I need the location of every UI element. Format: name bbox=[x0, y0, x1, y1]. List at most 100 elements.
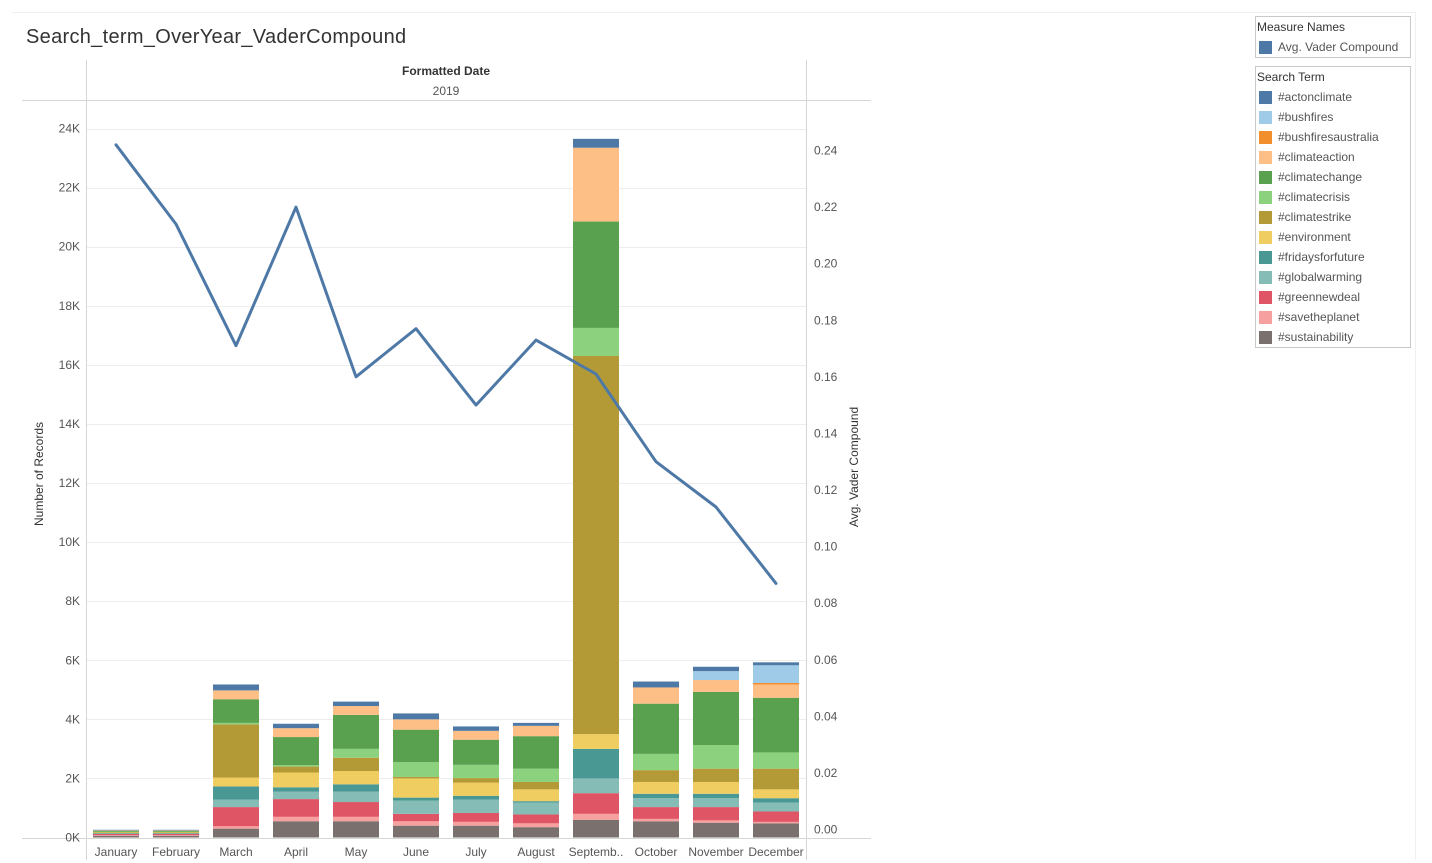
bar-segment bbox=[153, 835, 199, 836]
bar-segment bbox=[93, 831, 139, 833]
bar-segment bbox=[393, 776, 439, 779]
y2-tick-label: 0.06 bbox=[814, 653, 838, 667]
y-tick-label: 14K bbox=[59, 417, 80, 431]
y2-tick-label: 0.14 bbox=[814, 426, 838, 440]
bar-segment bbox=[393, 825, 439, 838]
bar-segment bbox=[453, 778, 499, 783]
bar-segment bbox=[273, 791, 319, 800]
bar-segment bbox=[213, 777, 259, 787]
bar-segment bbox=[513, 814, 559, 824]
bar-segment bbox=[573, 221, 619, 328]
legend-label: #greennewdeal bbox=[1278, 290, 1361, 304]
bar-segment bbox=[633, 818, 679, 822]
bar-segment bbox=[513, 789, 559, 802]
bar-segment bbox=[693, 807, 739, 821]
bar-segment bbox=[273, 787, 319, 792]
bar-segment bbox=[333, 771, 379, 785]
bar-segment bbox=[393, 821, 439, 826]
bar-segment bbox=[693, 666, 739, 672]
search-term-legend-item[interactable]: #sustainability bbox=[1256, 327, 1410, 347]
y-tick-label: 16K bbox=[59, 358, 80, 372]
bar-segment bbox=[153, 833, 199, 834]
bar-segment bbox=[453, 726, 499, 731]
search-term-legend-item[interactable]: #actonclimate bbox=[1256, 87, 1410, 107]
bar-segment bbox=[633, 703, 679, 754]
measure-legend-item[interactable]: Avg. Vader Compound bbox=[1256, 37, 1410, 57]
bar-segment bbox=[693, 822, 739, 838]
bar-segment bbox=[753, 823, 799, 838]
search-term-legend-item[interactable]: #bushfiresaustralia bbox=[1256, 127, 1410, 147]
legend-label: #climateaction bbox=[1278, 150, 1355, 164]
y2-tick-label: 0.16 bbox=[814, 370, 838, 384]
header-label: Formatted Date bbox=[402, 64, 490, 78]
bar-segment bbox=[753, 798, 799, 803]
bar-segment bbox=[753, 682, 799, 685]
search-term-legend-item[interactable]: #bushfires bbox=[1256, 107, 1410, 127]
bar-segment bbox=[153, 829, 199, 831]
bar-segment bbox=[753, 811, 799, 822]
bar-segment bbox=[213, 724, 259, 778]
legend-swatch bbox=[1259, 110, 1272, 124]
bar-segment bbox=[393, 778, 439, 798]
search-term-legend-item[interactable]: #environment bbox=[1256, 227, 1410, 247]
y2-tick-label: 0.22 bbox=[814, 200, 838, 214]
search-term-legend-item[interactable]: #globalwarming bbox=[1256, 267, 1410, 287]
vader-compound-line bbox=[114, 143, 778, 585]
bar-segment bbox=[633, 687, 679, 704]
bar-segment bbox=[573, 778, 619, 794]
y-tick-label: 4K bbox=[65, 712, 80, 726]
bar-segment bbox=[333, 791, 379, 803]
bar-segment bbox=[693, 793, 739, 799]
bar-segment bbox=[633, 770, 679, 782]
search-term-legend-item[interactable]: #climatecrisis bbox=[1256, 187, 1410, 207]
bar-segment bbox=[753, 697, 799, 753]
search-term-legend-item[interactable]: #climateaction bbox=[1256, 147, 1410, 167]
bar-segment bbox=[393, 713, 439, 720]
bar-segment bbox=[153, 830, 199, 832]
bar-segment bbox=[573, 813, 619, 820]
x-tick-label: April bbox=[284, 845, 308, 859]
chart-title: Search_term_OverYear_VaderCompound bbox=[26, 26, 407, 48]
y2-tick-label: 0.02 bbox=[814, 766, 838, 780]
legend-label: #fridaysforfuture bbox=[1278, 250, 1365, 264]
y-tick-label: 8K bbox=[65, 594, 80, 608]
bar-segment bbox=[633, 753, 679, 771]
search-term-legend-item[interactable]: #savetheplanet bbox=[1256, 307, 1410, 327]
x-tick-label: November bbox=[688, 845, 743, 859]
bar-segment bbox=[93, 829, 139, 831]
x-tick-label: August bbox=[517, 845, 555, 859]
bar-segment bbox=[453, 739, 499, 765]
legend-swatch bbox=[1259, 150, 1272, 164]
bar-segment bbox=[333, 757, 379, 772]
legend-label: #climatecrisis bbox=[1278, 190, 1351, 204]
bar-segment bbox=[273, 728, 319, 738]
search-term-legend-item[interactable]: #greennewdeal bbox=[1256, 287, 1410, 307]
bar-segment bbox=[153, 830, 199, 831]
y-tick-label: 6K bbox=[65, 653, 80, 667]
search-term-legend-item[interactable]: #climatechange bbox=[1256, 167, 1410, 187]
bar-segment bbox=[153, 833, 199, 836]
bar-segment bbox=[393, 729, 439, 763]
y2-tick-label: 0.10 bbox=[814, 540, 838, 554]
y2-tick-label: 0.08 bbox=[814, 596, 838, 610]
bar-segment bbox=[213, 807, 259, 827]
measure-names-legend-title: Measure Names bbox=[1257, 20, 1346, 34]
bar-segment bbox=[573, 819, 619, 838]
search-term-legend[interactable]: Search Term #actonclimate #bushfires #bush… bbox=[1255, 66, 1411, 348]
legend-swatch bbox=[1259, 210, 1272, 224]
bar-segment bbox=[573, 793, 619, 814]
y2-axis-title: Avg. Vader Compound bbox=[847, 407, 861, 527]
measure-names-legend[interactable]: Measure Names Avg. Vader Compound bbox=[1255, 16, 1411, 58]
bar-segment bbox=[393, 800, 439, 814]
bar-segment bbox=[93, 835, 139, 838]
legend-label: #globalwarming bbox=[1278, 270, 1363, 284]
bar-segment bbox=[513, 823, 559, 828]
bar-segment bbox=[213, 826, 259, 829]
bar-segment bbox=[453, 821, 499, 826]
search-term-legend-item[interactable]: #fridaysforfuture bbox=[1256, 247, 1410, 267]
bar-segment bbox=[693, 768, 739, 782]
search-term-legend-title: Search Term bbox=[1257, 70, 1325, 84]
bar-segment bbox=[393, 813, 439, 822]
search-term-legend-item[interactable]: #climatestrike bbox=[1256, 207, 1410, 227]
bar-segment bbox=[453, 825, 499, 838]
